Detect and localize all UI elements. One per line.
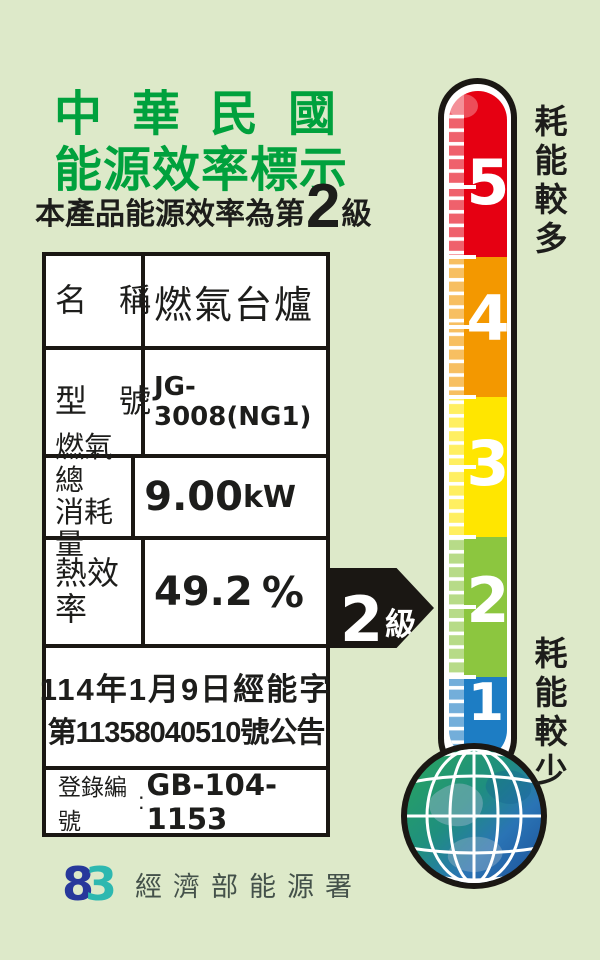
- efficiency-unit: %: [261, 567, 304, 617]
- efficiency-value-cell: 49.2 %: [145, 540, 326, 644]
- table-row-efficiency: 熱效率 49.2 %: [46, 540, 326, 648]
- efficiency-label: 熱效率: [55, 555, 120, 627]
- thermometer-fill: [449, 91, 507, 759]
- table-row-consumption: 燃氣總 消耗量 9.00 kW: [46, 432, 326, 561]
- efficiency-value: 49.2: [154, 569, 253, 615]
- level-5-number: 5: [466, 146, 509, 219]
- level-1-number: 1: [468, 673, 504, 733]
- table-row-announcement: 114年1月9日經能字 第11358040510號公告: [40, 648, 330, 770]
- spec-table: 名稱 燃氣台爐 型號 JG-3008(NG1) 燃氣總 消耗量 9.00 kW …: [40, 252, 330, 837]
- name-value: 燃氣台爐: [154, 284, 315, 327]
- label-consumes-less: 耗能較少: [530, 636, 567, 792]
- model-value: JG-3008(NG1): [154, 372, 312, 432]
- label-title-line1: 中華民國: [54, 88, 367, 141]
- model-label: 型號: [55, 383, 184, 420]
- consumption-value-cell: 9.00 kW: [135, 458, 326, 536]
- tick-marks: [449, 110, 464, 750]
- consumption-label-line2: 消耗量: [55, 497, 114, 562]
- footer: 8 3 經濟部能源署: [62, 858, 363, 910]
- table-row-registration: 登錄編號 : GB-104-1153: [46, 767, 326, 836]
- grade-arrow-number: 2: [340, 582, 384, 656]
- logo-digit-3: 3: [85, 857, 118, 911]
- name-value-cell: 燃氣台爐: [145, 256, 326, 346]
- model-value-cell: JG-3008(NG1): [145, 350, 326, 454]
- model-label-cell: 型號: [46, 350, 151, 454]
- consumption-unit: kW: [242, 479, 296, 515]
- label-title-line2: 能源效率標示: [54, 144, 349, 197]
- name-label: 名稱: [55, 282, 184, 319]
- consumption-label-cell: 燃氣總 消耗量: [46, 432, 136, 561]
- table-row-name: 名稱 燃氣台爐: [46, 256, 326, 350]
- registration-separator: :: [138, 788, 145, 814]
- consumption-value: 9.00: [144, 474, 243, 520]
- registration-label: 登錄編號: [58, 773, 127, 834]
- energy-administration-logo: 8 3: [62, 861, 117, 907]
- announcement-line1: 114年1月9日經能字: [39, 671, 333, 707]
- level-3-number: 3: [466, 427, 509, 500]
- table-row-model: 型號 JG-3008(NG1): [46, 350, 326, 458]
- level-4-number: 4: [466, 282, 509, 355]
- registration-value: GB-104-1153: [146, 767, 278, 836]
- agency-name: 經濟部能源署: [135, 871, 364, 902]
- label-consumes-more: 耗能較多: [530, 104, 567, 260]
- grade-statement: 本產品能源效率為第 2 級: [35, 172, 372, 241]
- level-2-number: 2: [466, 564, 509, 637]
- logo-digit-8: 8: [62, 857, 95, 911]
- consumption-label-line1: 燃氣總: [55, 432, 114, 497]
- efficiency-label-cell: 熱效率: [46, 540, 145, 644]
- announcement-line2: 第11358040510號公告: [47, 716, 326, 749]
- tick-marks-long: [449, 185, 476, 679]
- grade-statement-prefix: 本產品能源效率為第: [35, 198, 305, 232]
- grade-statement-number: 2: [306, 172, 341, 241]
- name-label-cell: 名稱: [46, 256, 151, 346]
- grade-statement-suffix: 級: [341, 198, 372, 232]
